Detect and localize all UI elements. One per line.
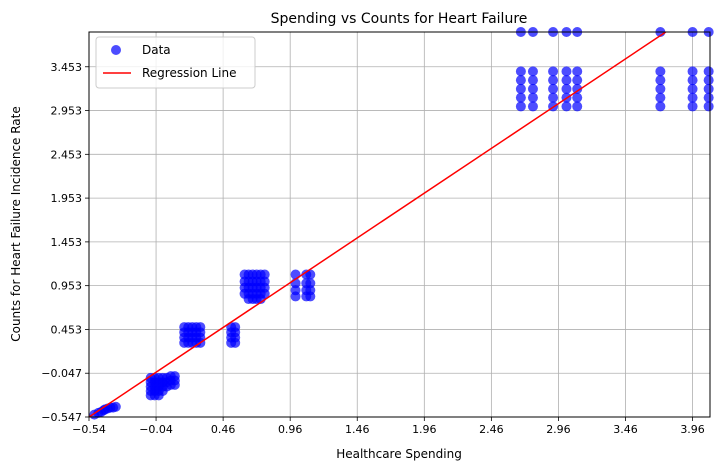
x-axis-title: Healthcare Spending — [336, 447, 462, 461]
data-point — [527, 66, 538, 77]
regression-line — [88, 31, 667, 418]
data-point — [655, 66, 666, 77]
data-point — [110, 401, 121, 412]
data-point — [305, 278, 316, 289]
data-point — [655, 83, 666, 94]
y-tick-label: 0.453 — [51, 323, 83, 336]
data-point — [703, 66, 714, 77]
data-point — [703, 83, 714, 94]
data-point — [548, 83, 559, 94]
data-point — [561, 101, 572, 112]
x-tick-label: 0.46 — [211, 423, 236, 436]
y-tick-label: 3.453 — [51, 61, 83, 74]
data-point — [655, 75, 666, 86]
x-tick-label: 3.46 — [613, 423, 638, 436]
data-point — [703, 92, 714, 103]
x-tick-label: 3.96 — [680, 423, 705, 436]
legend-data-label: Data — [142, 43, 171, 57]
data-point — [703, 101, 714, 112]
chart-title: Spending vs Counts for Heart Failure — [271, 11, 528, 27]
plot-frame — [88, 31, 711, 418]
data-point — [259, 269, 270, 280]
data-point — [655, 92, 666, 103]
x-tick-label: 1.96 — [412, 423, 437, 436]
y-tick-label: −0.047 — [41, 367, 82, 380]
x-tick-label: 0.96 — [278, 423, 303, 436]
data-point — [515, 66, 526, 77]
x-tick-label: 2.96 — [546, 423, 571, 436]
data-point — [572, 75, 583, 86]
data-point — [515, 92, 526, 103]
x-tick-label: −0.54 — [72, 423, 106, 436]
data-point — [687, 92, 698, 103]
data-point — [572, 92, 583, 103]
data-point — [290, 291, 301, 302]
regression-line-layer — [88, 31, 667, 418]
data-point — [548, 92, 559, 103]
data-point — [548, 66, 559, 77]
data-point — [527, 75, 538, 86]
data-point — [687, 66, 698, 77]
y-tick-label: 1.953 — [51, 192, 83, 205]
data-point — [572, 83, 583, 94]
x-tick-label: −0.04 — [139, 423, 173, 436]
data-point — [572, 101, 583, 112]
data-point — [687, 83, 698, 94]
data-point — [527, 101, 538, 112]
y-axis-title: Counts for Heart Failure Incidence Rate — [9, 106, 23, 342]
data-point — [687, 101, 698, 112]
data-point — [259, 288, 270, 299]
data-point — [515, 83, 526, 94]
data-point — [561, 75, 572, 86]
y-tick-label: 2.953 — [51, 105, 83, 118]
data-point — [561, 66, 572, 77]
legend-data-marker — [111, 45, 121, 55]
y-tick-label: −0.547 — [41, 411, 82, 424]
data-point — [548, 75, 559, 86]
legend-regression-label: Regression Line — [142, 66, 236, 80]
legend-box — [95, 36, 256, 89]
data-point — [290, 269, 301, 280]
x-tick-label: 1.46 — [345, 423, 370, 436]
axis-ticks: −0.54 −0.04 0.46 0.96 1.46 1.96 2.46 2.96 3.46 3.… — [41, 61, 705, 436]
data-point — [572, 66, 583, 77]
data-point — [515, 101, 526, 112]
data-point — [305, 269, 316, 280]
data-point — [655, 101, 666, 112]
data-point — [527, 92, 538, 103]
y-tick-label: 2.453 — [51, 148, 83, 161]
data-point — [305, 291, 316, 302]
legend: Data Regression Line — [95, 36, 256, 89]
data-point — [230, 337, 241, 348]
data-point — [515, 75, 526, 86]
data-point — [561, 83, 572, 94]
x-tick-label: 2.46 — [479, 423, 504, 436]
y-tick-label: 1.453 — [51, 236, 83, 249]
y-tick-label: 0.953 — [51, 280, 83, 293]
data-point — [527, 83, 538, 94]
data-point — [169, 379, 180, 390]
data-point — [703, 75, 714, 86]
data-point — [687, 75, 698, 86]
